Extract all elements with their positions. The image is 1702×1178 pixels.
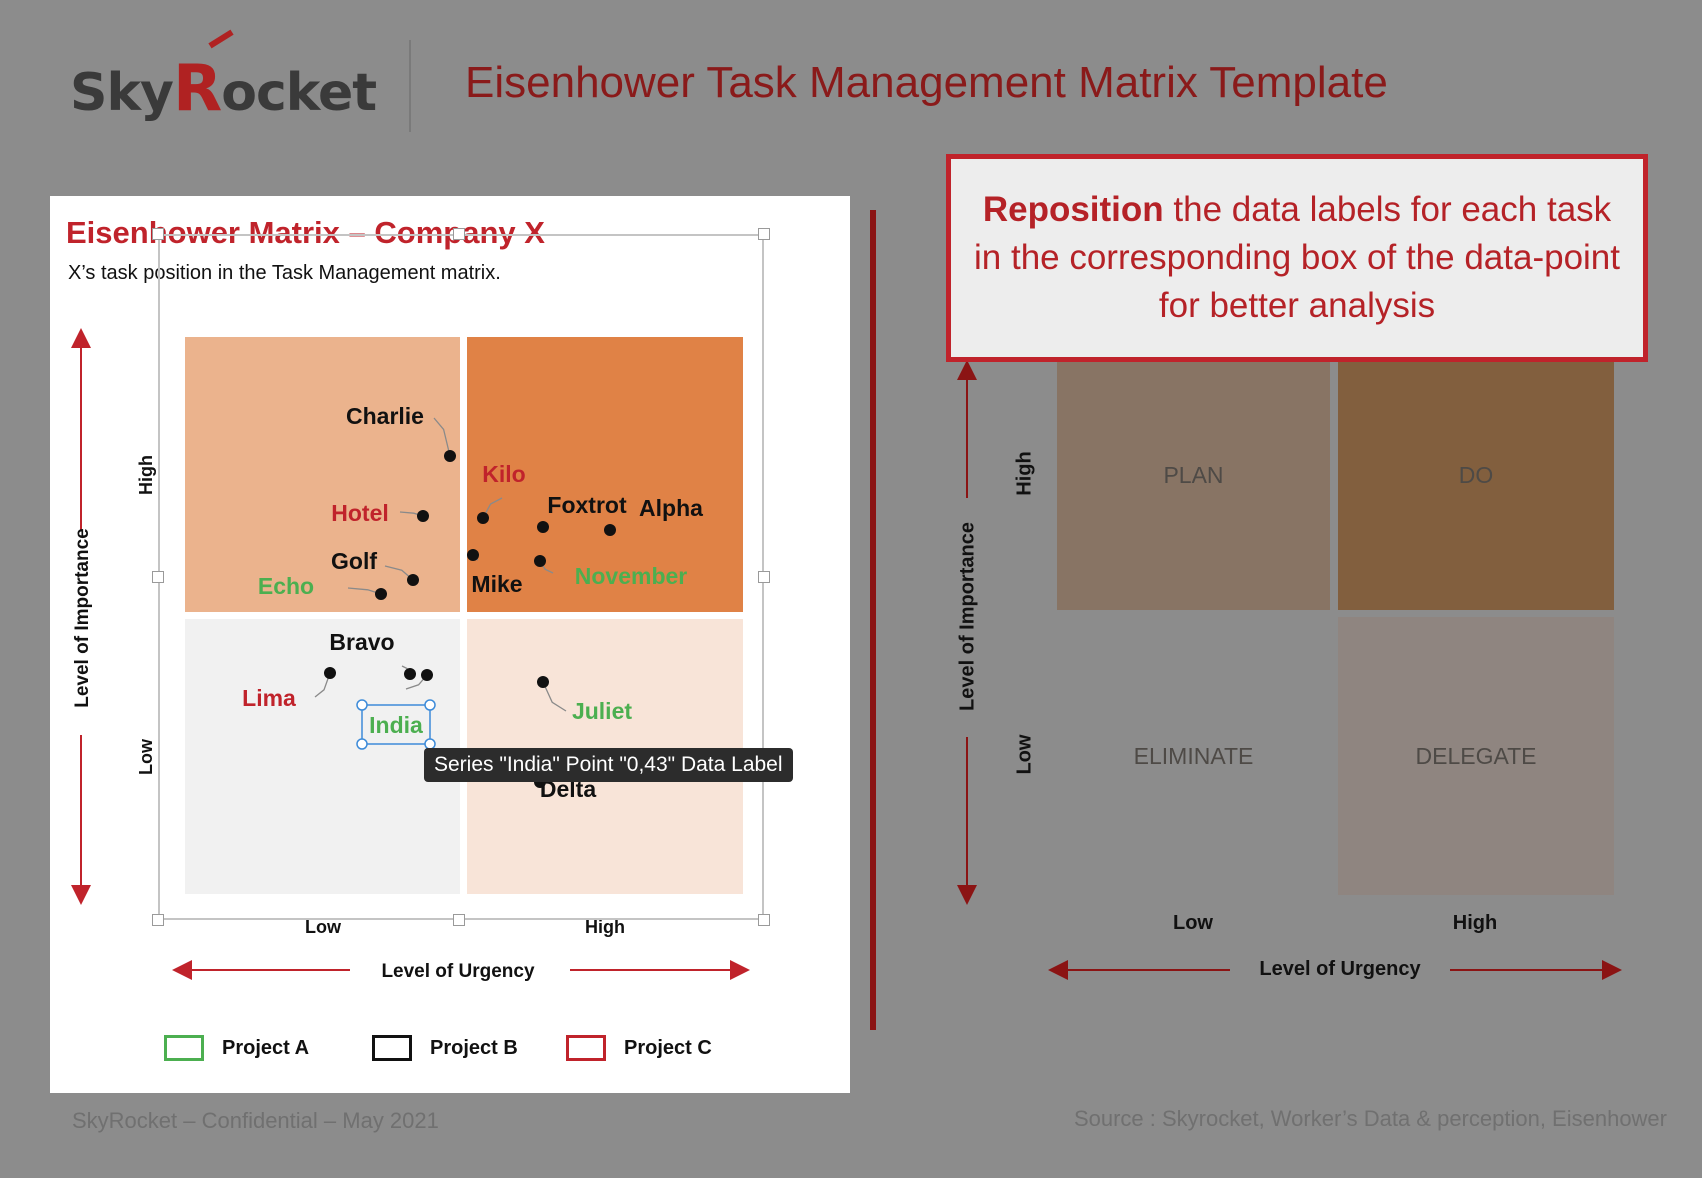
frame-handle[interactable] [152,571,164,583]
quadrant-plan [1057,362,1330,610]
callout-text: the data labels for each task in the cor… [974,190,1620,325]
india-label-selection[interactable] [361,704,431,745]
right-y-axis-label: Level of Importance [956,522,979,711]
frame-handle[interactable] [152,914,164,926]
data-label-lima[interactable]: Lima [242,685,296,711]
quadrant-top-left [185,337,460,612]
data-label-india[interactable]: India [369,712,423,738]
chart-selection-frame[interactable] [158,234,764,920]
data-label-echo[interactable]: Echo [258,573,314,599]
chart-subtitle: X’s task position in the Task Management… [68,262,501,284]
data-point-alpha[interactable] [604,524,616,536]
data-point-charlie[interactable] [444,450,456,462]
x-axis-label: Level of Urgency [381,961,535,982]
data-label-mike[interactable]: Mike [471,571,522,597]
legend-project-c: Project C [566,1035,712,1061]
footer-confidential: SkyRocket – Confidential – May 2021 [72,1108,439,1133]
skyrocket-logo: SkyRocket [70,52,377,126]
data-point-juliet[interactable] [537,676,549,688]
quadrant-label-do: DO [1458,461,1494,488]
selection-handle[interactable] [424,699,436,711]
data-point-mike[interactable] [467,549,479,561]
frame-handle[interactable] [453,914,465,926]
frame-handle[interactable] [758,914,770,926]
data-label-kilo[interactable]: Kilo [482,461,525,487]
frame-handle[interactable] [152,228,164,240]
quadrant-label-eliminate: ELIMINATE [1133,742,1254,769]
legend-label: Project B [430,1036,518,1059]
frame-handle[interactable] [453,228,465,240]
data-point-bravo[interactable] [404,668,416,680]
header-divider [409,40,411,132]
data-point-kilo[interactable] [477,512,489,524]
data-point-echo[interactable] [375,588,387,600]
y-tick-high: High [136,455,156,495]
legend-swatch-project-b [372,1035,412,1061]
frame-handle[interactable] [758,571,770,583]
quadrant-eliminate [1057,617,1330,895]
legend-swatch-project-a [164,1035,204,1061]
instruction-callout: Reposition the data labels for each task… [946,154,1648,362]
legend-swatch-project-c [566,1035,606,1061]
data-point-lima[interactable] [324,667,336,679]
data-label-juliet[interactable]: Juliet [572,698,632,724]
y-tick-low: Low [136,738,156,775]
frame-handle[interactable] [758,228,770,240]
data-point-november[interactable] [534,555,546,567]
selection-handle[interactable] [356,738,368,750]
data-label-bravo[interactable]: Bravo [329,629,394,655]
y-axis-label: Level of Importance [72,528,93,708]
data-point-hotel[interactable] [417,510,429,522]
legend-project-b: Project B [372,1035,518,1061]
quadrant-bottom-left [185,619,460,894]
right-x-tick-low: Low [1173,912,1213,934]
data-label-tooltip: Series "India" Point "0,43" Data Label [424,748,793,782]
callout-bold: Reposition [982,190,1164,229]
data-point-golf[interactable] [407,574,419,586]
x-tick-low: Low [305,917,342,937]
right-y-tick-low: Low [1013,734,1036,775]
leader-line [542,681,567,712]
x-tick-high: High [585,917,625,937]
quadrant-do [1338,362,1614,610]
selection-handle[interactable] [356,699,368,711]
right-y-tick-high: High [1013,451,1036,496]
footer-source: Source : Skyrocket, Worker’s Data & perc… [1073,1106,1667,1131]
data-label-golf[interactable]: Golf [331,548,377,574]
leader-line [433,417,451,457]
data-label-hotel[interactable]: Hotel [331,500,389,526]
data-label-alpha[interactable]: Alpha [639,495,703,521]
right-x-axis-label: Level of Urgency [1259,958,1421,980]
data-point-foxtrot[interactable] [537,521,549,533]
quadrant-label-delegate: DELEGATE [1415,742,1537,769]
page-title: Eisenhower Task Management Matrix Templa… [465,58,1388,107]
right-x-tick-high: High [1452,912,1498,934]
data-point-india[interactable] [421,669,433,681]
quadrant-delegate [1338,617,1614,895]
data-label-november[interactable]: November [575,563,688,589]
data-label-charlie[interactable]: Charlie [346,403,424,429]
legend-project-a: Project A [164,1035,309,1061]
section-divider [870,210,876,1030]
quadrant-label-plan: PLAN [1163,461,1224,488]
legend-label: Project A [222,1036,310,1059]
quadrant-top-right [467,337,743,612]
legend-label: Project C [624,1036,712,1059]
chart-title: Eisenhower Matrix – Company X [66,215,545,250]
data-label-foxtrot[interactable]: Foxtrot [547,492,627,518]
